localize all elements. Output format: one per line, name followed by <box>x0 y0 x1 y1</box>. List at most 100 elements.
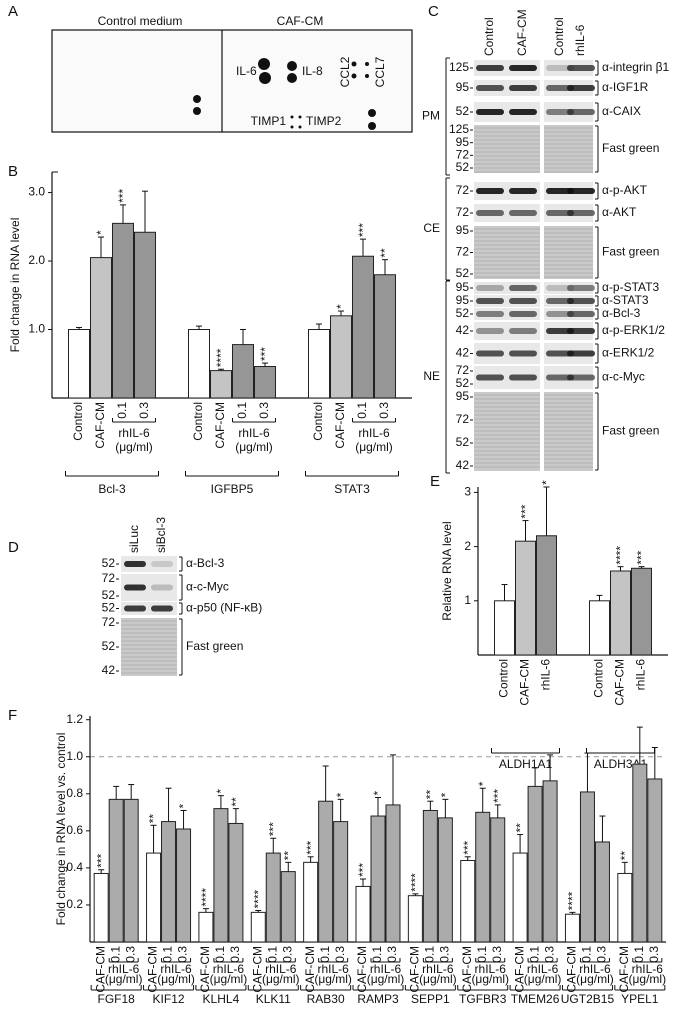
x-tick-label: 0.3 <box>137 402 151 419</box>
mw-marker: 125 <box>449 60 469 74</box>
group-label: CE <box>423 221 440 235</box>
y-tick-label: 1.0 <box>66 749 83 763</box>
protein-band <box>546 188 574 194</box>
protein-band <box>567 188 595 194</box>
significance: * <box>214 789 228 794</box>
bar <box>355 885 371 943</box>
protein-band <box>567 285 595 291</box>
spot-label: TIMP1 <box>251 114 287 128</box>
stained-membrane <box>544 125 593 173</box>
panel-label: F <box>8 707 17 724</box>
array-title: CAF-CM <box>277 14 324 28</box>
protein-band <box>476 298 504 304</box>
mw-marker: 52 <box>102 588 116 602</box>
x-tick-label: 0.3 <box>595 946 609 963</box>
protein-band <box>546 374 574 381</box>
x-tick-label: CAF-CM <box>565 946 579 993</box>
blot-strip <box>474 204 540 222</box>
protein-band <box>546 328 574 334</box>
spot-label: TIMP2 <box>306 114 342 128</box>
x-tick-label: 0.1 <box>527 946 541 963</box>
antibody-label: Fast green <box>602 245 659 259</box>
protein-band <box>476 65 504 71</box>
protein-band <box>476 311 504 317</box>
x-tick-label: Control <box>71 402 85 441</box>
y-tick-label: 2.0 <box>28 253 45 267</box>
significance: * <box>371 791 385 796</box>
panel-label: A <box>8 3 18 20</box>
x-tick-label: CAF-CM <box>146 946 160 993</box>
bar <box>210 370 232 399</box>
x-tick-label: 0.1 <box>235 402 249 419</box>
significance: *** <box>304 840 318 854</box>
x-tick-label: Control <box>497 659 511 698</box>
category-label: IGFBP5 <box>211 482 254 496</box>
sub-unit: (μg/ml) <box>471 972 509 986</box>
blot-strip <box>121 556 177 572</box>
mw-marker: 52 <box>456 104 470 118</box>
mw-marker: 72 <box>456 412 470 426</box>
x-tick-label: CAF-CM <box>408 946 422 993</box>
sub-label: rhIL-6 <box>475 962 507 976</box>
y-tick-label: 2 <box>464 539 471 553</box>
protein-band <box>476 85 504 91</box>
bar <box>93 872 109 943</box>
bar <box>594 841 610 943</box>
mw-marker: 52 <box>456 306 470 320</box>
mw-marker: 52 <box>456 266 470 280</box>
protein-band <box>509 65 537 71</box>
category-label: TGFBR3 <box>459 992 507 1006</box>
blot-strip <box>474 60 540 76</box>
x-tick-label: 0.3 <box>490 946 504 963</box>
sub-unit: (μg/ml) <box>629 972 667 986</box>
y-axis-label: Fold change in RNA level vs. control <box>54 733 68 926</box>
bar <box>232 344 254 399</box>
protein-band <box>546 350 574 357</box>
panel-label: E <box>430 473 440 490</box>
bar <box>254 365 276 399</box>
mw-marker: 52 <box>102 556 116 570</box>
x-tick-label: CAF-CM <box>617 946 631 993</box>
significance: *** <box>519 504 533 518</box>
spot-label: IL-6 <box>236 64 257 78</box>
y-tick-label: 1 <box>464 593 471 607</box>
protein-band <box>509 210 537 216</box>
group-label: PM <box>422 109 440 123</box>
antibody-label: α-p-ERK1/2 <box>602 323 665 337</box>
bar <box>527 785 543 943</box>
protein-band <box>567 298 595 304</box>
bar <box>176 828 192 943</box>
bar <box>265 852 281 943</box>
category-label: KLK11 <box>256 992 291 1006</box>
significance: ** <box>618 851 632 861</box>
lane-label: siBcl-3 <box>154 517 168 553</box>
mw-marker: 95 <box>456 80 470 94</box>
sub-label: rhIL-6 <box>160 962 192 976</box>
sub-unit: (μg/ml) <box>314 972 352 986</box>
bar <box>228 822 244 943</box>
bar <box>617 872 633 943</box>
x-tick-label: rhIL-6 <box>634 659 648 691</box>
y-tick-label: 1.2 <box>66 712 83 726</box>
spot-label: IL-8 <box>302 64 323 78</box>
category-label: SEPP1 <box>411 992 450 1006</box>
protein-band <box>509 109 537 115</box>
antibody-label: α-Bcl-3 <box>186 556 225 570</box>
bar <box>536 535 557 656</box>
bar <box>422 809 438 943</box>
bar <box>437 817 453 943</box>
significance: * <box>334 304 348 309</box>
category-label: Bcl-3 <box>98 482 126 496</box>
protein-band <box>567 85 595 91</box>
mw-marker: 42 <box>456 458 470 472</box>
bar <box>407 895 423 943</box>
significance: *** <box>116 189 130 203</box>
x-tick-label: 0.3 <box>385 946 399 963</box>
significance: **** <box>409 873 423 892</box>
significance: *** <box>258 347 272 361</box>
protein-band <box>546 298 574 304</box>
x-tick-label: CAF-CM <box>613 659 627 706</box>
y-tick-label: 1.0 <box>28 322 45 336</box>
significance: * <box>439 792 453 797</box>
category-label: KIF12 <box>153 992 185 1006</box>
